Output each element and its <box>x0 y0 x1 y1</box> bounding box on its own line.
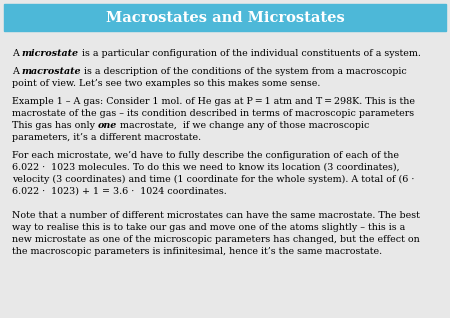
Text: velocity (3 coordinates) and time (1 coordinate for the whole system). A total o: velocity (3 coordinates) and time (1 coo… <box>12 175 414 184</box>
Text: parameters, it’s a different macrostate.: parameters, it’s a different macrostate. <box>12 133 201 142</box>
Text: For each microstate, we’d have to fully describe the configuration of each of th: For each microstate, we’d have to fully … <box>12 151 399 160</box>
FancyBboxPatch shape <box>4 4 446 31</box>
Text: A: A <box>12 49 22 58</box>
Text: new microstate as one of the microscopic parameters has changed, but the effect : new microstate as one of the microscopic… <box>12 235 420 244</box>
Text: tes: tes <box>343 11 364 24</box>
Text: Example 1 – A gas: Consider 1 mol. of He gas at P = 1 atm and T = 298K. This is : Example 1 – A gas: Consider 1 mol. of He… <box>12 97 415 107</box>
Text: Note that a number of different microstates can have the same macrostate. The be: Note that a number of different microsta… <box>12 211 420 220</box>
Text: point of view. Let’s see two examples so this makes some sense.: point of view. Let’s see two examples so… <box>12 79 320 88</box>
Text: way to realise this is to take our gas and move one of the atoms slightly – this: way to realise this is to take our gas a… <box>12 223 405 232</box>
Text: is a particular configuration of the individual constituents of a system.: is a particular configuration of the ind… <box>79 49 421 58</box>
Text: This gas has only: This gas has only <box>12 121 98 130</box>
Text: 6.022 ·  1023 molecules. To do this we need to know its location (3 coordinates): 6.022 · 1023 molecules. To do this we ne… <box>12 163 400 172</box>
Text: macrostate: macrostate <box>22 67 81 76</box>
Text: the macroscopic parameters is infinitesimal, hence it’s the same macrostate.: the macroscopic parameters is infinitesi… <box>12 247 382 256</box>
Text: macrostate,  if we change any of those macroscopic: macrostate, if we change any of those ma… <box>117 121 369 130</box>
Text: one: one <box>98 121 117 130</box>
Text: is a description of the conditions of the system from a macroscopic: is a description of the conditions of th… <box>81 67 407 76</box>
Text: 6.022 ·  1023) + 1 = 3.6 ·  1024 coordinates.: 6.022 · 1023) + 1 = 3.6 · 1024 coordinat… <box>12 187 227 196</box>
Text: Macrostates and Microstates: Macrostates and Microstates <box>106 10 344 24</box>
Text: macrostate of the gas – its condition described in terms of macroscopic paramete: macrostate of the gas – its condition de… <box>12 109 414 118</box>
Text: A: A <box>12 67 22 76</box>
Text: microstate: microstate <box>22 49 79 58</box>
